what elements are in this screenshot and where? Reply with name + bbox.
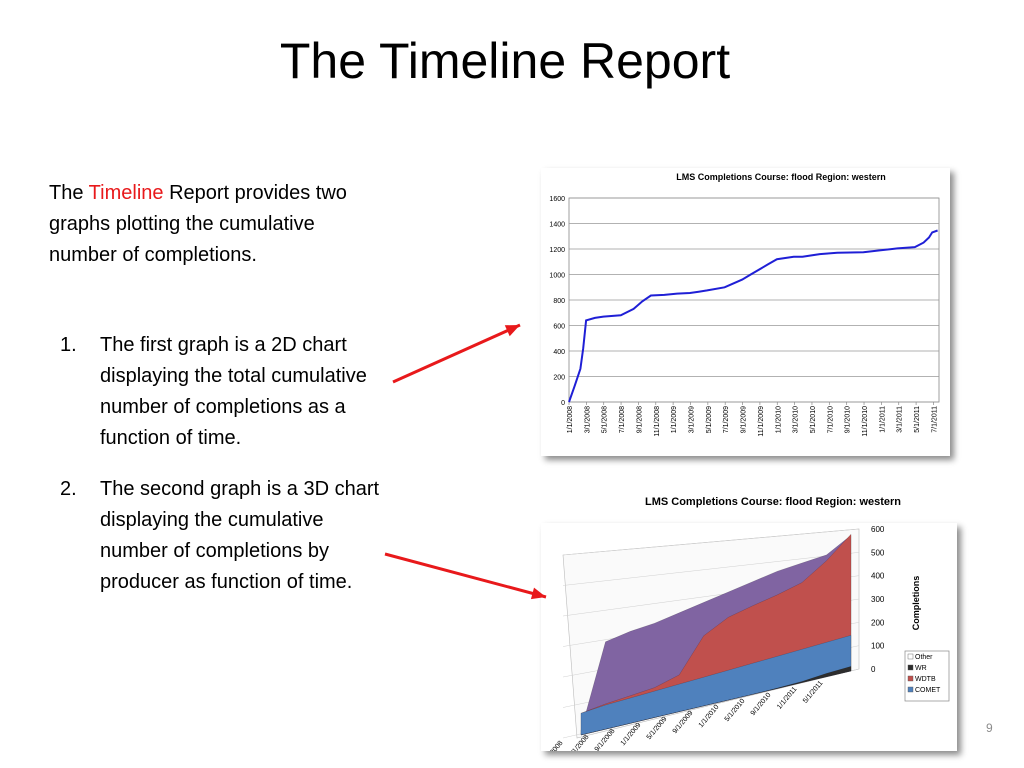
legend-swatch	[907, 653, 914, 660]
area-chart-legend: Other WR WDTB COMET	[904, 650, 950, 702]
x-tick-label: 1/1/2008	[567, 406, 574, 433]
legend-entry: WDTB	[915, 676, 936, 683]
y-tick-label: 600	[871, 525, 885, 534]
x-tick-label: 7/1/2010	[827, 406, 834, 433]
x-tick-label: 5/1/2011	[802, 680, 825, 705]
area-chart: 0 100 200 300 400 500 600 Completions 1/1/2008…	[542, 525, 950, 765]
line-chart-title: LMS Completions Course: flood Region: we…	[676, 172, 886, 182]
x-tick-label: 1/1/2011	[879, 406, 886, 433]
x-tick-label: 5/1/2010	[810, 406, 817, 433]
y-tick-label: 1400	[549, 222, 565, 229]
y-tick-label: 600	[553, 324, 565, 331]
x-tick-label: 1/1/2008	[542, 740, 565, 751]
legend-entry: WR	[915, 665, 927, 672]
intro-text-start: The	[49, 182, 89, 204]
x-tick-label: 3/1/2008	[584, 406, 591, 433]
list-number: 1.	[60, 334, 77, 356]
area-chart-y-axis: 0 100 200 300 400 500 600	[871, 525, 885, 674]
x-tick-label: 7/1/2011	[931, 406, 938, 433]
y-tick-label: 500	[871, 548, 885, 557]
x-tick-label: 3/1/2009	[688, 406, 695, 433]
legend-entry: COMET	[915, 687, 941, 694]
y-tick-label: 100	[871, 642, 885, 651]
y-tick-label: 0	[561, 400, 565, 407]
graph-list: 1. The first graph is a 2D chart display…	[49, 330, 394, 618]
line-chart-series-line	[568, 229, 938, 403]
legend-entry: Other	[915, 654, 933, 661]
y-tick-label: 200	[871, 618, 885, 627]
x-tick-label: 7/1/2009	[723, 406, 730, 433]
list-item: 2. The second graph is a 3D chart displa…	[49, 474, 394, 598]
x-tick-label: 11/1/2008	[654, 406, 661, 437]
area-chart-series	[580, 533, 852, 736]
line-chart-gridlines	[568, 197, 940, 403]
x-tick-label: 9/1/2010	[845, 406, 852, 433]
x-tick-label: 11/1/2009	[758, 406, 765, 437]
list-text: The second graph is a 3D chart displayin…	[100, 478, 380, 593]
y-tick-label: 1000	[549, 273, 565, 280]
x-tick-label: 7/1/2008	[619, 406, 626, 433]
x-tick-label: 3/1/2010	[793, 406, 800, 433]
line-chart-card: LMS Completions Course: flood Region: we…	[541, 168, 950, 456]
slide-number: 9	[986, 721, 993, 735]
area-chart-title: LMS Completions Course: flood Region: we…	[645, 496, 901, 508]
x-tick-label: 1/1/2010	[775, 406, 782, 433]
gridline	[562, 528, 860, 556]
y-tick-label: 400	[553, 349, 565, 356]
y-tick-label: 400	[871, 572, 885, 581]
line-chart: LMS Completions Course: flood Region: we…	[549, 172, 940, 437]
y-tick-label: 1200	[549, 247, 565, 254]
area-wr	[580, 666, 852, 736]
list-text: The first graph is a 2D chart displaying…	[100, 334, 367, 449]
gridline	[562, 552, 860, 586]
list-number: 2.	[60, 478, 77, 500]
x-tick-label: 5/1/2009	[706, 406, 713, 433]
x-tick-label: 1/1/2011	[776, 686, 799, 711]
legend-swatch	[907, 675, 914, 682]
arrow-head	[504, 325, 520, 337]
x-tick-label: 9/1/2010	[750, 692, 773, 717]
line-chart-y-axis: 0 200 400 600 800 1000 1200 1400 1600	[549, 196, 565, 407]
intro-paragraph: The Timeline Report provides two graphs …	[49, 178, 379, 271]
x-tick-label: 5/1/2011	[914, 406, 921, 433]
timeline-highlight: Timeline	[88, 182, 164, 204]
x-tick-label: 1/1/2009	[671, 406, 678, 433]
legend-swatch	[907, 686, 914, 693]
y-tick-label: 800	[553, 298, 565, 305]
x-tick-label: 9/1/2009	[741, 406, 748, 433]
x-tick-label: 5/1/2008	[602, 406, 609, 433]
area-chart-card: 0 100 200 300 400 500 600 Completions 1/1/2008…	[541, 523, 957, 765]
area-chart-y-label: Completions	[911, 576, 921, 631]
y-tick-label: 200	[553, 375, 565, 382]
slide-title: The Timeline Report	[279, 33, 731, 89]
pointer-arrow	[384, 552, 547, 599]
list-item: 1. The first graph is a 2D chart display…	[49, 330, 394, 454]
x-tick-label: 3/1/2011	[897, 406, 904, 433]
legend-swatch	[907, 664, 914, 671]
y-tick-label: 0	[871, 665, 876, 674]
x-tick-label: 11/1/2010	[862, 406, 869, 437]
y-tick-label: 300	[871, 595, 885, 604]
line-chart-x-axis: 1/1/2008 3/1/2008 5/1/2008 7/1/2008 9/1/2008…	[567, 402, 938, 437]
x-tick-label: 9/1/2008	[636, 406, 643, 433]
y-tick-label: 1600	[549, 196, 565, 203]
pointer-arrow	[392, 323, 521, 384]
intro-text-end: Report provides two graphs plotting the …	[49, 182, 347, 266]
